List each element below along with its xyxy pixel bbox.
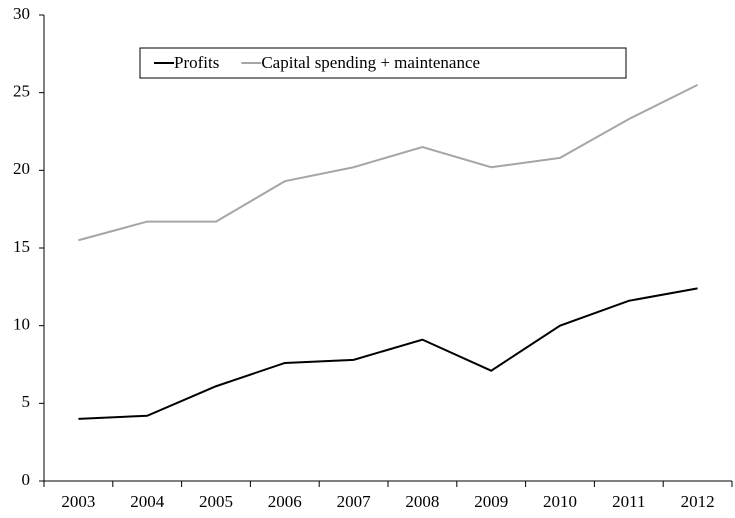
x-tick-label: 2012	[681, 492, 715, 511]
legend-box	[139, 47, 627, 79]
x-tick-label: 2006	[268, 492, 302, 511]
y-tick-label: 10	[13, 315, 30, 334]
x-tick-label: 2011	[612, 492, 645, 511]
x-tick-label: 2003	[61, 492, 95, 511]
legend-label: Profits	[174, 53, 219, 72]
y-tick-label: 15	[13, 237, 30, 256]
legend-label: Capital spending + maintenance	[261, 53, 480, 72]
y-tick-label: 25	[13, 82, 30, 101]
x-tick-label: 2005	[199, 492, 233, 511]
y-tick-label: 30	[13, 4, 30, 23]
x-tick-label: 2010	[543, 492, 577, 511]
line-series	[78, 287, 698, 420]
y-tick-label: 0	[22, 470, 31, 489]
x-tick-label: 2007	[337, 492, 372, 511]
x-tick-label: 2009	[474, 492, 508, 511]
x-tick-label: 2008	[405, 492, 439, 511]
y-tick-label: 20	[13, 159, 30, 178]
x-tick-label: 2004	[130, 492, 165, 511]
line-series	[78, 84, 699, 242]
y-tick-label: 5	[22, 392, 31, 411]
